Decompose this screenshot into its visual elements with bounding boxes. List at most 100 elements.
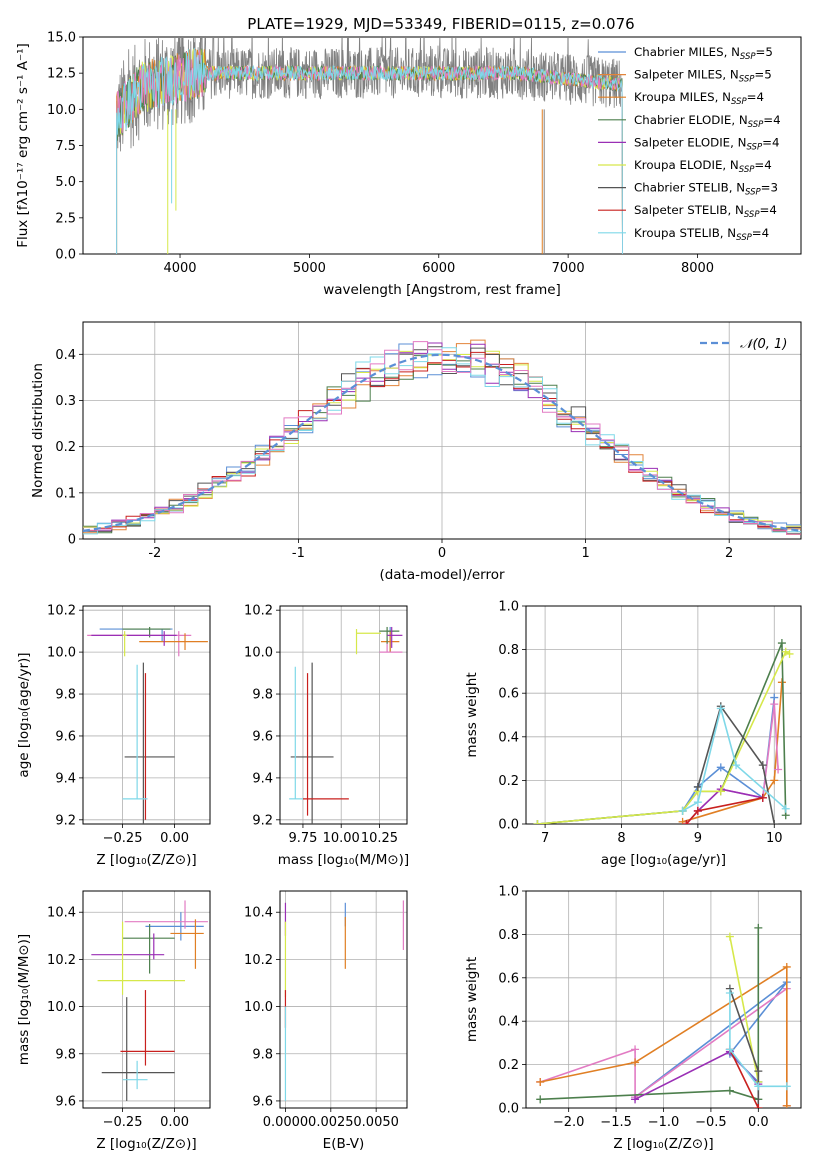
x-tick-label: 8000 bbox=[681, 261, 714, 276]
series-marker bbox=[770, 776, 779, 785]
y-tick-label: 1.0 bbox=[498, 600, 519, 615]
residuals-xlabel: (data-model)/error bbox=[379, 567, 505, 583]
y-tick-label: 0.6 bbox=[498, 971, 519, 986]
series-marker bbox=[782, 1101, 791, 1108]
spectrum-lines bbox=[116, 37, 623, 254]
y-tick-label: 0.0 bbox=[55, 248, 76, 263]
age_vs_mass-xlabel: mass [log₁₀(M/M⊙)] bbox=[278, 852, 409, 868]
series-marker bbox=[758, 761, 767, 770]
series-marker bbox=[631, 1045, 640, 1054]
legend-entry: Salpeter STELIB, NSSP=4 bbox=[634, 203, 777, 220]
y-tick-label: 0 bbox=[68, 533, 76, 548]
figure-title: PLATE=1929, MJD=53349, FIBERID=0115, z=0… bbox=[247, 15, 634, 33]
series-marker bbox=[754, 1067, 763, 1076]
spectrum-series-line bbox=[116, 48, 623, 254]
y-tick-label: 10.0 bbox=[244, 1000, 273, 1015]
series-marker bbox=[770, 820, 779, 824]
y-tick-label: 0.1 bbox=[55, 486, 76, 501]
residual-histograms bbox=[83, 339, 801, 535]
y-tick-label: 10.4 bbox=[244, 906, 273, 921]
y-tick-label: 7.5 bbox=[55, 139, 76, 154]
series-marker bbox=[678, 817, 687, 824]
y-tick-label: 0.2 bbox=[55, 440, 76, 455]
series-marker bbox=[782, 962, 791, 971]
y-tick-label: 10.2 bbox=[47, 604, 76, 619]
x-tick-label: −1.0 bbox=[648, 1115, 680, 1130]
y-tick-label: 9.6 bbox=[55, 1094, 76, 1109]
mass_vs_ebv-xlabel: E(B-V) bbox=[323, 1136, 365, 1152]
massweight_vs_age-axes: 7 8 9 10 0.0 0.2 0.4 0.6 0.8 1.0 age [log₁₀(age/yr… bbox=[464, 600, 802, 868]
series-line bbox=[540, 965, 788, 1106]
series-marker bbox=[682, 820, 691, 824]
series-marker bbox=[732, 761, 741, 770]
y-tick-label: 0.2 bbox=[498, 1058, 519, 1073]
y-tick-label: 9.6 bbox=[55, 729, 76, 744]
series-marker bbox=[725, 988, 734, 997]
series-line bbox=[537, 650, 790, 824]
y-tick-label: 9.4 bbox=[55, 771, 76, 786]
age_vs_Z-axes: −0.25 0.00 9.2 9.4 9.6 9.8 10.0 10.2 Z [log₁₀(Z/… bbox=[16, 604, 211, 868]
series-marker bbox=[781, 804, 790, 813]
x-tick-label: 7 bbox=[541, 831, 549, 846]
x-tick-label: 0.00 bbox=[160, 831, 189, 846]
series-line bbox=[729, 1049, 760, 1108]
series-marker bbox=[533, 820, 542, 824]
y-tick-label: 0.6 bbox=[498, 687, 519, 702]
y-tick-label: 10.2 bbox=[244, 953, 273, 968]
x-tick-label: 2 bbox=[725, 546, 733, 561]
y-tick-label: 10.0 bbox=[244, 646, 273, 661]
massweight_vs_Z-lines bbox=[536, 923, 791, 1108]
y-tick-label: 0.0 bbox=[498, 818, 519, 833]
spectrum-axes: 4000 5000 6000 7000 8000 0.0 2.5 5.0 7.5 10.0 12.5… bbox=[15, 31, 802, 298]
series-marker bbox=[716, 787, 725, 796]
y-tick-label: 9.8 bbox=[55, 688, 76, 703]
x-tick-label: −2.0 bbox=[553, 1115, 585, 1130]
legend-entry: Salpeter ELODIE, NSSP=4 bbox=[634, 135, 779, 152]
x-tick-label: 1 bbox=[581, 546, 589, 561]
legend-entry: Kroupa ELODIE, NSSP=4 bbox=[634, 158, 772, 175]
series-marker bbox=[774, 765, 783, 774]
massweight_vs_age-frame bbox=[525, 605, 802, 825]
x-tick-label: 10 bbox=[766, 831, 783, 846]
age_vs_Z-errorbars bbox=[87, 626, 208, 824]
y-tick-label: 15.0 bbox=[47, 31, 76, 46]
mass_vs_Z-xlabel: Z [log₁₀(Z/Z⊙)] bbox=[96, 1136, 196, 1152]
age_vs_Z-xlabel: Z [log₁₀(Z/Z⊙)] bbox=[96, 852, 196, 868]
series-marker bbox=[693, 782, 702, 791]
spectrum-series-line bbox=[116, 47, 623, 254]
y-tick-label: 1.0 bbox=[498, 885, 519, 900]
massweight_vs_age-xlabel: age [log₁₀(age/yr)] bbox=[601, 852, 726, 868]
spectrum-ylabel: Flux [fλ10⁻¹⁷ erg cm⁻² s⁻¹ A⁻¹] bbox=[15, 43, 31, 248]
x-tick-label: 9.75 bbox=[288, 831, 317, 846]
x-tick-label: 0.0 bbox=[748, 1115, 769, 1130]
age_vs_mass-frame bbox=[279, 605, 408, 825]
x-tick-label: 10.00 bbox=[323, 831, 360, 846]
mass_vs_Z-frame bbox=[82, 890, 211, 1109]
residuals-frame bbox=[82, 321, 802, 540]
legend-entry: Salpeter MILES, NSSP=5 bbox=[634, 68, 772, 85]
y-tick-label: 10.2 bbox=[47, 953, 76, 968]
series-marker bbox=[758, 793, 767, 802]
y-tick-label: 10.0 bbox=[47, 1000, 76, 1015]
y-tick-label: 9.6 bbox=[252, 1094, 273, 1109]
x-tick-label: −0.25 bbox=[103, 831, 143, 846]
series-marker bbox=[777, 639, 786, 648]
legend-entry: Chabrier STELIB, NSSP=3 bbox=[634, 181, 778, 198]
series-marker bbox=[754, 923, 763, 932]
y-tick-label: 9.4 bbox=[252, 771, 273, 786]
series-marker bbox=[716, 704, 725, 713]
series-line bbox=[682, 682, 783, 823]
y-tick-label: 10.4 bbox=[47, 906, 76, 921]
y-tick-label: 9.2 bbox=[252, 813, 273, 828]
x-tick-label: −0.5 bbox=[695, 1115, 727, 1130]
y-tick-label: 0.8 bbox=[498, 928, 519, 943]
series-marker bbox=[785, 649, 794, 658]
series-marker bbox=[725, 1086, 734, 1095]
y-tick-label: 5.0 bbox=[55, 175, 76, 190]
x-tick-label: 0.0025 bbox=[308, 1115, 354, 1130]
mass_vs_Z-axes: −0.25 0.00 9.6 9.8 10.0 10.2 10.4 Z [log₁₀(Z/Z⊙… bbox=[16, 890, 211, 1152]
y-tick-label: 0.8 bbox=[498, 643, 519, 658]
massweight_vs_Z-axes: −2.0 −1.5 −1.0 −0.5 0.0 0.0 0.2 0.4 0.6 0.8 1.0 Z [… bbox=[464, 885, 802, 1152]
y-tick-label: 12.5 bbox=[47, 67, 76, 82]
